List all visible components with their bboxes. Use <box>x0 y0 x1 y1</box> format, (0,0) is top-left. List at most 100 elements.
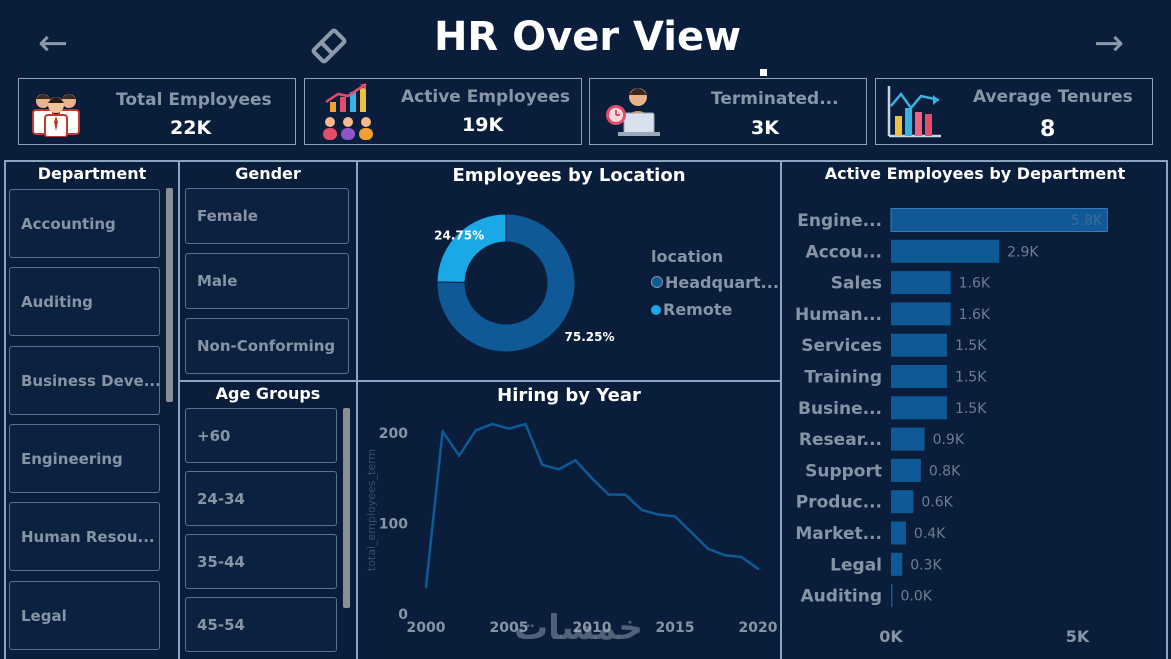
kpi-card-average-tenures: Average Tenures 8 <box>875 78 1153 145</box>
gender-slicer-title: Gender <box>235 164 301 183</box>
legend-label: Remote <box>663 300 733 319</box>
y-axis-label: total_employees_term <box>365 449 378 571</box>
kpi-value: 8 <box>1040 117 1056 142</box>
kpi-card-total-employees: Total Employees 22K <box>18 78 296 145</box>
bar-category-label: Sales <box>831 274 882 294</box>
panel-divider <box>4 160 1168 162</box>
bar-category-label: Training <box>804 368 882 388</box>
bar-category-label: Market... <box>795 524 882 544</box>
kpi-value: 22K <box>170 117 212 139</box>
hiring-data-point <box>491 422 494 426</box>
bar <box>891 490 914 514</box>
age-scrollbar[interactable] <box>343 408 350 608</box>
hiring-data-point <box>540 463 544 467</box>
bar-data-label: 0.4K <box>914 526 946 542</box>
forward-arrow-button[interactable]: → <box>1094 23 1125 64</box>
gender-item-male[interactable]: Male <box>185 253 349 309</box>
back-arrow-button[interactable]: ← <box>38 23 69 64</box>
x-tick-label: 2005 <box>490 620 529 636</box>
kpi-value: 3K <box>751 117 779 139</box>
bar <box>891 396 947 420</box>
hiring-data-point <box>507 427 511 430</box>
gender-item-non-conforming[interactable]: Non-Conforming <box>185 318 349 374</box>
department-item-business-development[interactable]: Business Deve... <box>9 346 160 415</box>
panel-divider <box>178 160 180 659</box>
department-scrollbar[interactable] <box>166 188 173 402</box>
tenure-chart-icon <box>887 86 941 138</box>
bar-data-label: 1.5K <box>955 401 987 417</box>
bar <box>891 333 947 357</box>
gender-item-female[interactable]: Female <box>185 188 349 244</box>
bar-data-label: 0.0K <box>901 589 933 605</box>
department-item-legal[interactable]: Legal <box>9 581 160 650</box>
legend-swatch <box>651 276 663 288</box>
hiring-data-point <box>524 422 527 426</box>
kpi-label: Total Employees <box>116 90 272 110</box>
hiring-line-chart: 0 100 200 2000 2005 2010 2015 2020 total_employe… <box>365 422 778 636</box>
kpi-value: 19K <box>462 114 504 136</box>
eraser-icon[interactable] <box>308 26 350 66</box>
bar <box>891 427 925 451</box>
panel-divider <box>356 160 358 659</box>
hiring-data-point <box>706 547 710 551</box>
bar-category-label: Legal <box>830 555 882 575</box>
department-item-auditing[interactable]: Auditing <box>9 267 160 336</box>
hiring-data-point <box>723 553 727 557</box>
hiring-data-point <box>756 567 760 571</box>
kpi-label: Average Tenures <box>973 87 1133 107</box>
legend-label: Headquart... <box>665 273 779 292</box>
donut-slice-remote <box>436 213 507 283</box>
department-item-human-resources[interactable]: Human Resou... <box>9 502 160 571</box>
donut-data-label: 24.75% <box>434 228 484 242</box>
location-chart-title: Employees by Location <box>452 165 686 186</box>
bar-data-label: 1.6K <box>959 276 991 292</box>
x-tick-label: 0K <box>879 627 903 646</box>
focus-marker <box>760 69 767 76</box>
hiring-data-point <box>557 468 561 471</box>
department-item-accounting[interactable]: Accounting <box>9 189 160 258</box>
age-item-60-plus[interactable]: +60 <box>185 408 337 463</box>
y-tick-label: 0 <box>398 607 408 623</box>
kpi-card-terminated: Terminated... 3K <box>589 78 867 145</box>
bar <box>891 239 1000 263</box>
active-employees-icon <box>323 82 373 140</box>
bar <box>891 458 921 482</box>
legend-item-headquarters[interactable]: Headquart... <box>651 273 779 292</box>
page-title: HR Over View <box>433 14 742 60</box>
bar-data-label: 0.3K <box>910 557 942 573</box>
kpi-card-active-employees: Active Employees 19K <box>304 78 582 145</box>
bar-category-label: Support <box>805 461 882 481</box>
legend-swatch <box>651 305 661 315</box>
bar <box>890 208 1108 232</box>
watermark: خمسات <box>514 608 643 648</box>
panel-divider <box>780 160 782 659</box>
bar-data-label: 1.6K <box>959 307 991 323</box>
terminated-employee-icon <box>606 88 660 136</box>
department-item-engineering[interactable]: Engineering <box>9 424 160 493</box>
department-slicer-title: Department <box>37 164 147 183</box>
bar-category-label: Busine... <box>798 399 882 419</box>
panel-divider <box>1166 160 1168 659</box>
bar-data-label: 2.9K <box>1007 244 1039 260</box>
legend-item-remote[interactable]: Remote <box>651 300 732 319</box>
location-donut-chart: 75.25% 24.75% <box>434 213 615 353</box>
hiring-data-point <box>574 458 577 462</box>
hiring-data-point <box>673 515 677 518</box>
bar-category-label: Human... <box>795 305 882 325</box>
age-item-24-34[interactable]: 24-34 <box>185 471 337 526</box>
bar-data-label: 1.5K <box>955 338 987 354</box>
bar-data-label: 0.8K <box>929 463 961 479</box>
age-item-45-54[interactable]: 45-54 <box>185 597 337 652</box>
hiring-data-point <box>457 454 461 458</box>
x-tick-label: 2020 <box>739 620 778 636</box>
hiring-chart-title: Hiring by Year <box>497 385 641 406</box>
panel-divider <box>178 380 782 382</box>
donut-data-label: 75.25% <box>565 330 615 344</box>
hiring-series-line <box>424 422 759 588</box>
bar <box>891 365 947 388</box>
age-item-35-44[interactable]: 35-44 <box>185 534 337 589</box>
hiring-data-point <box>657 513 660 516</box>
hiring-data-point <box>474 429 478 432</box>
panel-divider <box>4 160 6 659</box>
y-tick-label: 200 <box>379 426 408 442</box>
